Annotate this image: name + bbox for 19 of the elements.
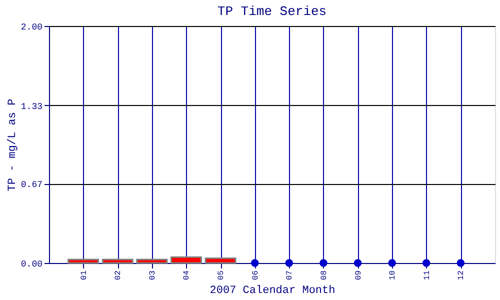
x-tick-label: 03 — [148, 270, 158, 280]
x-tick-label: 04 — [182, 270, 192, 280]
y-tick-label: 2.00 — [20, 22, 42, 32]
x-tick-label: 10 — [388, 270, 398, 280]
chart-title: TP Time Series — [217, 4, 327, 19]
x-tick-label: 05 — [217, 270, 226, 280]
x-tick-label: 09 — [354, 270, 364, 280]
x-axis-title: 2007 Calendar Month — [210, 285, 336, 298]
x-tick-label: 02 — [114, 270, 124, 280]
y-axis-title: TP - mg/L as P — [6, 98, 19, 192]
x-tick-label: 08 — [320, 270, 329, 280]
x-tick-label: 11 — [422, 270, 432, 280]
y-tick-label: 0.67 — [20, 180, 42, 190]
y-tick-label: 1.33 — [20, 102, 42, 112]
x-tick-label: 12 — [457, 270, 466, 280]
x-tick-label: 07 — [286, 270, 295, 280]
y-tick-label: 0.00 — [20, 260, 42, 270]
x-tick-label: 06 — [251, 270, 260, 280]
x-tick-label: 01 — [80, 270, 89, 280]
